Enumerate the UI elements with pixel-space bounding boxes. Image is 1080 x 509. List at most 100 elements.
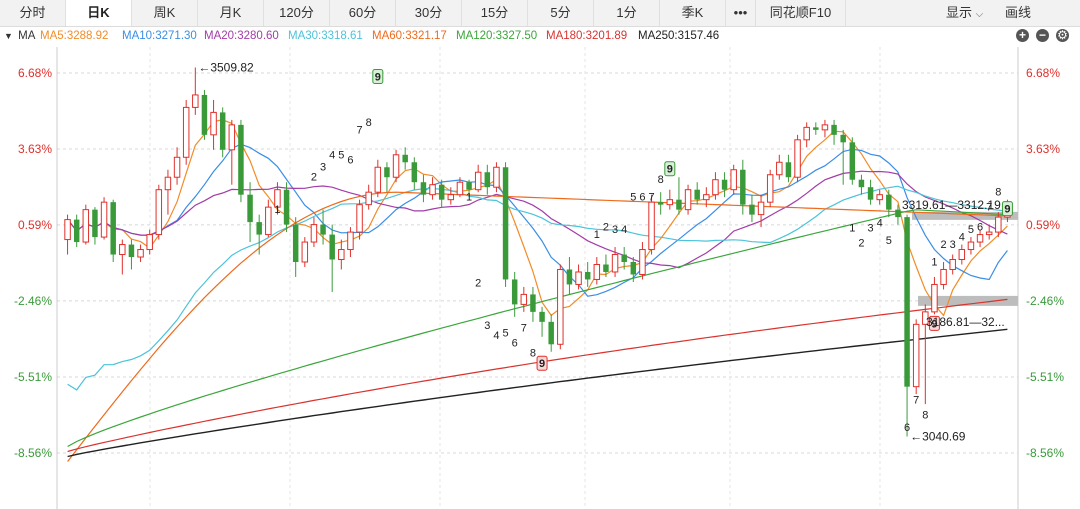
candle-body: [995, 216, 1002, 233]
td-count-label: 4: [493, 330, 499, 342]
candle-body: [922, 311, 929, 325]
td-count-label: 6: [977, 222, 983, 234]
candle-body: [274, 189, 281, 208]
candle-body: [173, 156, 181, 178]
candle-body: [247, 194, 253, 223]
candle-body: [110, 202, 116, 255]
td-count-label: 2: [858, 238, 864, 250]
td-count-label: 4: [621, 224, 627, 236]
td-count-label: 7: [649, 192, 655, 204]
td-count-label: 8: [366, 117, 372, 129]
draw-line-button[interactable]: 画线: [1005, 0, 1031, 26]
tab-11[interactable]: •••: [726, 0, 756, 26]
display-menu-button[interactable]: 显示 ⌵: [946, 0, 983, 26]
tab-3[interactable]: 月K: [198, 0, 264, 26]
zoom-out-icon[interactable]: −: [1036, 29, 1049, 42]
ma-legend-item: MA250:3157.46: [638, 30, 720, 42]
candle-body: [766, 174, 774, 203]
candle-body: [402, 154, 408, 163]
td-count-label: 3: [484, 320, 490, 332]
candle-body: [657, 202, 664, 205]
td-nine-marker: [928, 315, 940, 331]
td-count-label: 2: [311, 172, 317, 184]
td-count-label: 1: [849, 223, 855, 235]
td-nine-label: 9: [1004, 204, 1010, 216]
td-count-label: 3: [320, 162, 326, 174]
candle-body: [849, 142, 856, 180]
candle-body: [639, 249, 646, 275]
candle-body: [182, 106, 190, 158]
candle-body: [429, 184, 436, 196]
y-tick-right: -2.46%: [1026, 294, 1064, 308]
candle-body: [584, 271, 591, 280]
candle-body: [611, 254, 619, 273]
chevron-down-icon: ⌵: [975, 9, 984, 20]
td-count-label: 1: [274, 204, 280, 216]
candle-body: [119, 244, 126, 256]
candle-body: [593, 263, 601, 280]
td-nine-marker: [536, 355, 548, 371]
tab-1[interactable]: 日K: [66, 0, 132, 26]
candle-body: [684, 189, 692, 211]
candle-body: [712, 179, 719, 196]
candle-body: [630, 262, 637, 275]
candle-body: [374, 166, 382, 193]
td-count-label: 7: [357, 124, 363, 136]
tab-7[interactable]: 15分: [462, 0, 528, 26]
candle-body: [912, 323, 920, 388]
candle-body: [420, 182, 427, 195]
y-tick-left: 0.59%: [18, 218, 52, 232]
ma-toggle-label: MA: [18, 30, 36, 42]
y-tick-left: 6.68%: [18, 66, 52, 80]
y-tick-right: -8.56%: [1026, 446, 1064, 460]
td-count-label: 2: [603, 222, 609, 234]
tab-10[interactable]: 季K: [660, 0, 726, 26]
candle-body: [238, 124, 244, 195]
kline-chart[interactable]: 6.68% 6.68% 3.63% 3.63% 0.59% 0.59% -2.46% -2.4…: [0, 47, 1080, 509]
y-tick-left: -8.56%: [14, 446, 52, 460]
period-tab-bar: 分时 日K 周K 月K 120分 60分 30分 15分 5分 1分 季K ••• 同花顺F10: [0, 0, 1080, 27]
zoom-in-icon[interactable]: +: [1016, 29, 1029, 42]
tab-5[interactable]: 60分: [330, 0, 396, 26]
candle-body: [392, 154, 400, 178]
ma-legend-item: MA20:3280.60: [204, 30, 279, 42]
candle-body: [164, 176, 172, 191]
td-count-label: 5: [968, 224, 974, 236]
settings-gear-icon[interactable]: ⚙: [1056, 28, 1069, 42]
td-count-label: 7: [986, 202, 992, 214]
candle-body: [967, 241, 975, 251]
candle-body: [749, 204, 755, 215]
td-count-label: 8: [530, 347, 536, 359]
ma-toggle[interactable]: ▼ MA: [4, 27, 35, 45]
chevron-down-icon: ▼: [4, 31, 13, 41]
ma-legend-item: MA10:3271.30: [122, 30, 197, 42]
ma10-line: [67, 143, 1008, 297]
low-price-annotation: ←3040.69: [910, 430, 966, 444]
tab-12[interactable]: 同花顺F10: [756, 0, 846, 26]
candle-body: [776, 161, 783, 176]
tab-9[interactable]: 1分: [594, 0, 660, 26]
td-count-label: 2: [941, 239, 947, 251]
tab-4[interactable]: 120分: [264, 0, 330, 26]
td-count-label: 3: [612, 224, 618, 236]
candle-body: [64, 219, 71, 241]
candle-body: [447, 194, 455, 201]
candle-body: [530, 294, 536, 312]
candle-body: [310, 224, 318, 243]
td-count-label: 8: [922, 410, 928, 422]
tab-2[interactable]: 周K: [132, 0, 198, 26]
tab-8[interactable]: 5分: [528, 0, 594, 26]
candle-body: [511, 279, 518, 305]
ma-legend-item: MA60:3321.17: [372, 30, 447, 42]
tab-0[interactable]: 分时: [0, 0, 66, 26]
td-count-label: 4: [329, 149, 335, 161]
candle-body: [146, 234, 153, 251]
td-count-label: 5: [338, 149, 344, 161]
ma250-line: [67, 328, 1008, 458]
tab-6[interactable]: 30分: [396, 0, 462, 26]
candle-body: [575, 271, 582, 285]
support-band: [918, 295, 1018, 306]
candle-body: [256, 222, 262, 235]
td-count-label: 2: [475, 277, 481, 289]
ma-legend-item: MA30:3318.61: [288, 30, 363, 42]
